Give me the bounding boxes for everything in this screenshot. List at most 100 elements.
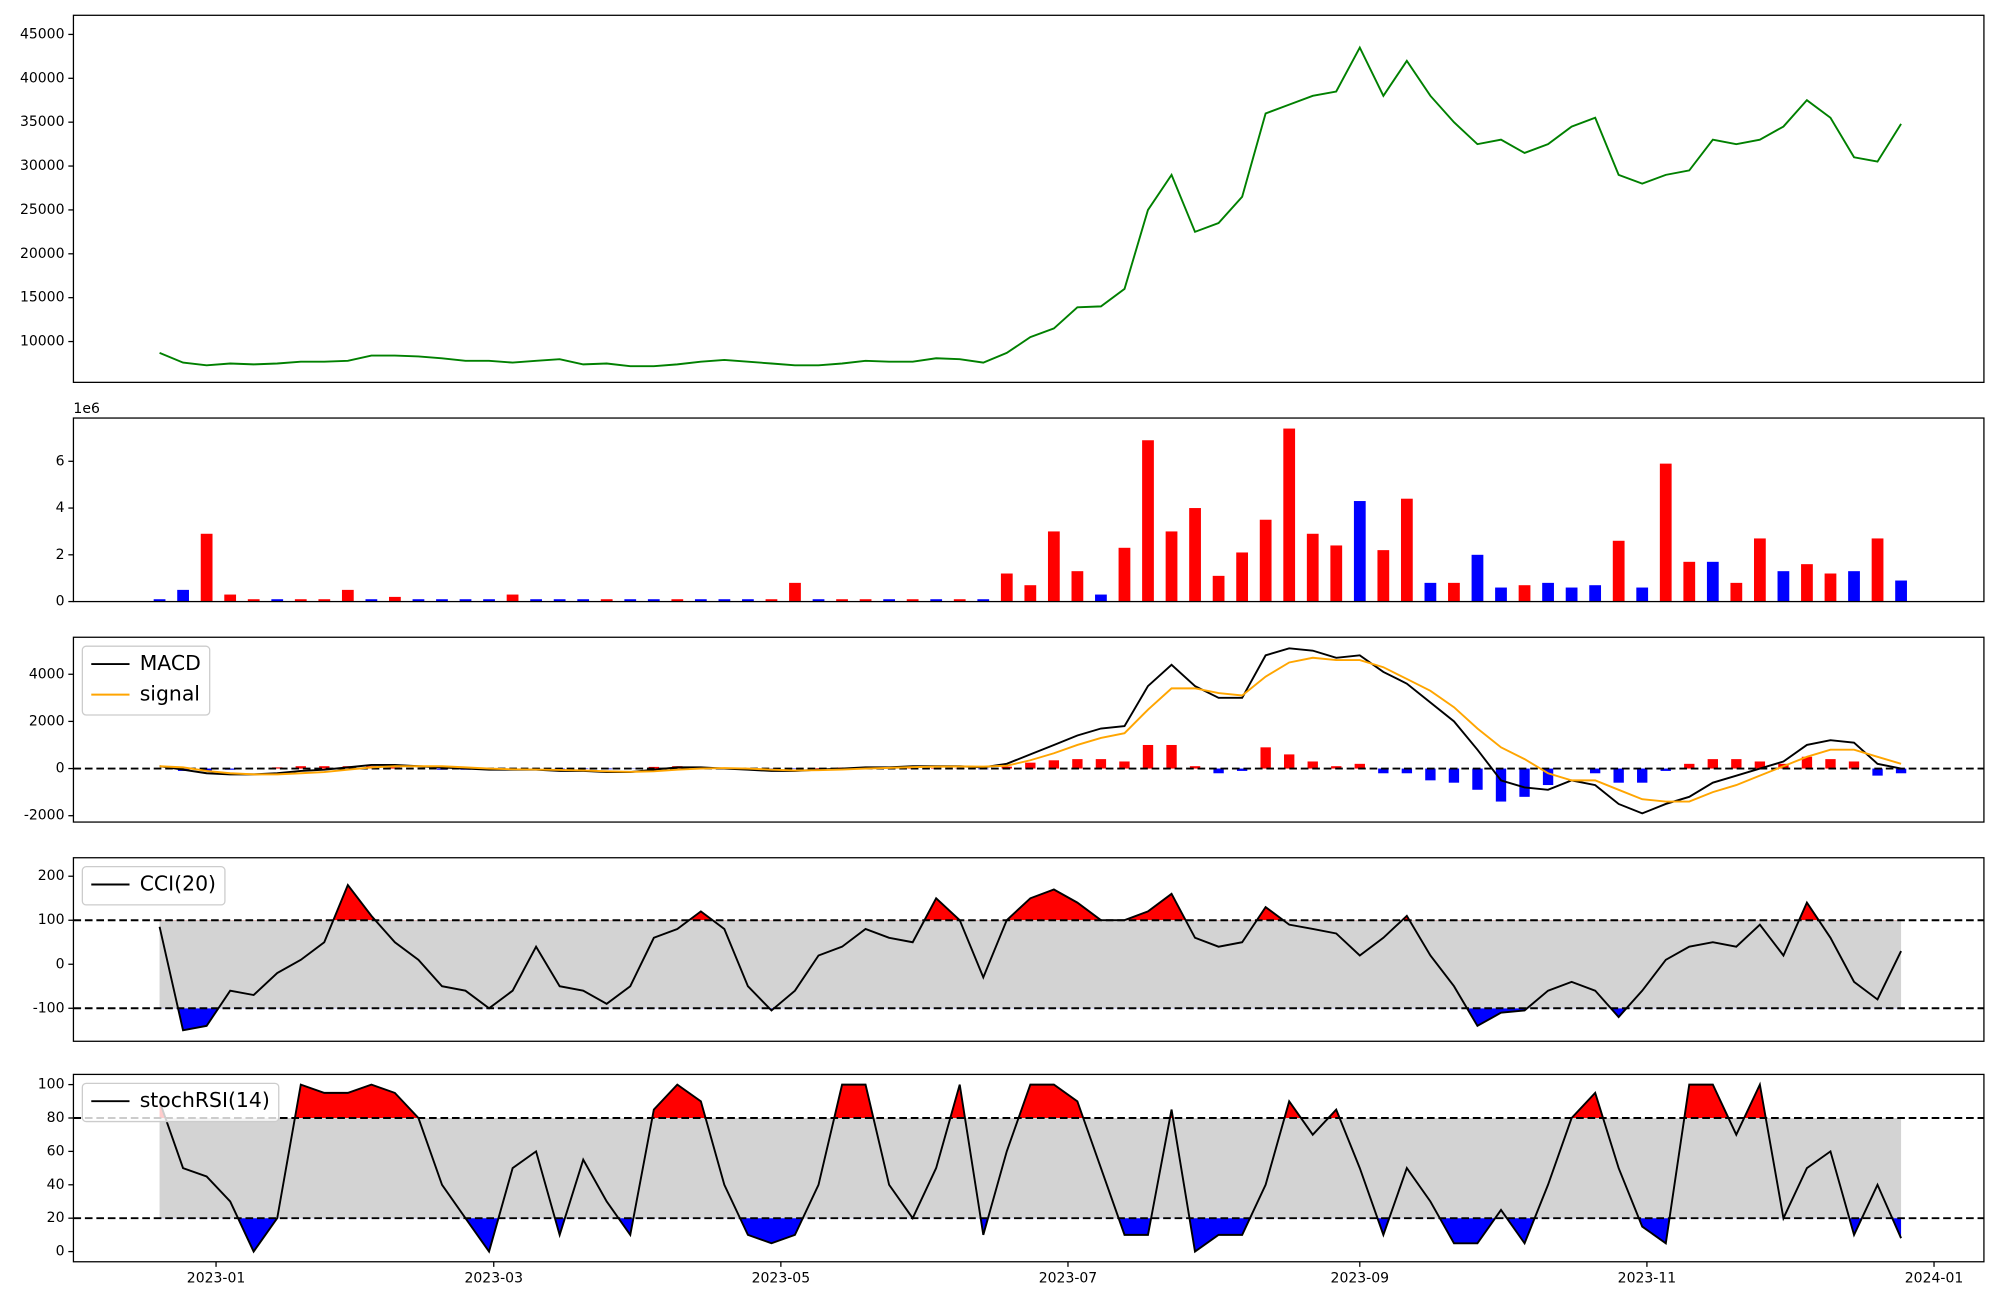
volume-bar (1471, 554, 1484, 602)
y-tick-label: 20000 (20, 246, 65, 262)
y-tick-label: 4 (56, 500, 65, 516)
histogram-bar (1707, 759, 1718, 769)
histogram-bar (1378, 768, 1389, 774)
y-tick-label: 6 (56, 453, 65, 469)
volume-bar (718, 599, 731, 602)
panel: -2000 0 2000 4000 MACD signal (24, 636, 1985, 824)
volume-bar (341, 589, 354, 602)
histogram-bar (1637, 768, 1648, 783)
histogram-bar (1260, 747, 1271, 769)
y-tick-label: 45000 (20, 26, 65, 42)
volume-bar (1424, 582, 1437, 602)
volume-bar (671, 599, 684, 602)
histogram-bar (319, 766, 330, 769)
volume-bar (1024, 585, 1037, 602)
histogram-bar (1166, 744, 1177, 769)
y-tick-label: 100 (38, 912, 65, 928)
volume-bar (1000, 573, 1013, 602)
histogram-bar (1095, 759, 1107, 769)
series-line (158, 883, 1902, 1032)
histogram-bar (1448, 768, 1460, 783)
y-tick-label: 35000 (20, 114, 65, 130)
volume-bar (1189, 508, 1201, 602)
volume-bar (1706, 561, 1719, 602)
histogram-bar (201, 768, 212, 771)
volume-bar (906, 599, 919, 602)
volume-bar (1165, 531, 1178, 602)
volume-bar (812, 599, 825, 602)
volume-bar (1306, 533, 1319, 602)
y-tick-label: -100 (33, 1000, 65, 1016)
histogram-bar (1142, 744, 1154, 769)
histogram-bar (1331, 766, 1342, 769)
volume-bar (365, 599, 378, 602)
volume-bar (1636, 587, 1649, 602)
x-tick-label: 2023-07 (1039, 1270, 1098, 1286)
volume-bar (647, 599, 660, 602)
volume-bar (177, 589, 189, 602)
volume-bar (1895, 580, 1907, 602)
y-tick-label: 20 (47, 1210, 65, 1226)
y-tick-label: 15000 (20, 290, 65, 306)
volume-bar (1659, 463, 1672, 602)
volume-bar (1777, 571, 1790, 602)
histogram-bar (1025, 762, 1036, 769)
plot-frame (72, 14, 1985, 383)
plot-frame (72, 857, 1985, 1042)
volume-bar (530, 599, 542, 602)
volume-bar (294, 599, 307, 602)
volume-bar (1095, 594, 1107, 602)
histogram-bar (295, 766, 306, 769)
y-tick-label: 4000 (29, 666, 65, 682)
histogram-bar (1425, 768, 1436, 781)
y-tick-label: 40000 (20, 70, 65, 86)
panel: 0 20 40 60 80 100 2023-01 2023-03 2023-05 2023-07… (38, 1073, 1985, 1286)
legend-box (81, 1082, 280, 1123)
volume-bar (600, 599, 613, 602)
volume-bar (224, 594, 237, 602)
histogram-bar (1589, 768, 1601, 774)
volume-bar (1730, 582, 1743, 602)
volume-bar (836, 599, 848, 602)
plot-frame (72, 1073, 1985, 1263)
volume-bar (1400, 498, 1413, 602)
volume-bar (624, 599, 637, 602)
histogram-bar (1519, 768, 1530, 797)
histogram-bar (1872, 768, 1883, 776)
histogram-bar (1660, 768, 1671, 771)
y-tick-label: 2 (56, 547, 65, 563)
plot-frame (72, 636, 1985, 823)
y-tick-label: 25000 (20, 202, 65, 218)
x-tick-label: 2023-09 (1331, 1270, 1390, 1286)
volume-bar (459, 599, 472, 602)
volume-bar (389, 596, 401, 602)
y-tick-label: 60 (47, 1143, 65, 1159)
volume-bar (577, 599, 590, 602)
y-tick-label: 200 (38, 868, 65, 884)
volume-bar (789, 582, 801, 602)
volume-bar (1142, 440, 1154, 602)
y-tick-label: 0 (56, 956, 65, 972)
volume-bar (977, 599, 990, 602)
histogram-bar (1307, 761, 1318, 769)
histogram-bar (1801, 756, 1813, 769)
volume-bar (1377, 550, 1390, 602)
axis-offset-label: 1e6 (73, 401, 100, 417)
volume-bar (1518, 585, 1531, 602)
histogram-bar (1072, 759, 1083, 769)
volume-bar (1542, 582, 1554, 602)
y-tick-label: 10000 (20, 334, 65, 350)
y-tick-label: 80 (47, 1110, 65, 1126)
legend-label: stochRSI(14) (140, 1088, 270, 1112)
histogram-bar (1754, 761, 1766, 769)
y-tick-label: 30000 (20, 158, 65, 174)
series-line (159, 647, 1902, 815)
threshold-band (159, 1117, 1902, 1219)
legend-box (81, 866, 226, 906)
volume-bar (883, 599, 896, 602)
histogram-bar (1495, 768, 1507, 802)
histogram-bar (1731, 759, 1742, 769)
volume-bar (694, 599, 707, 602)
histogram-bar (1542, 768, 1554, 786)
volume-bar (271, 599, 284, 602)
